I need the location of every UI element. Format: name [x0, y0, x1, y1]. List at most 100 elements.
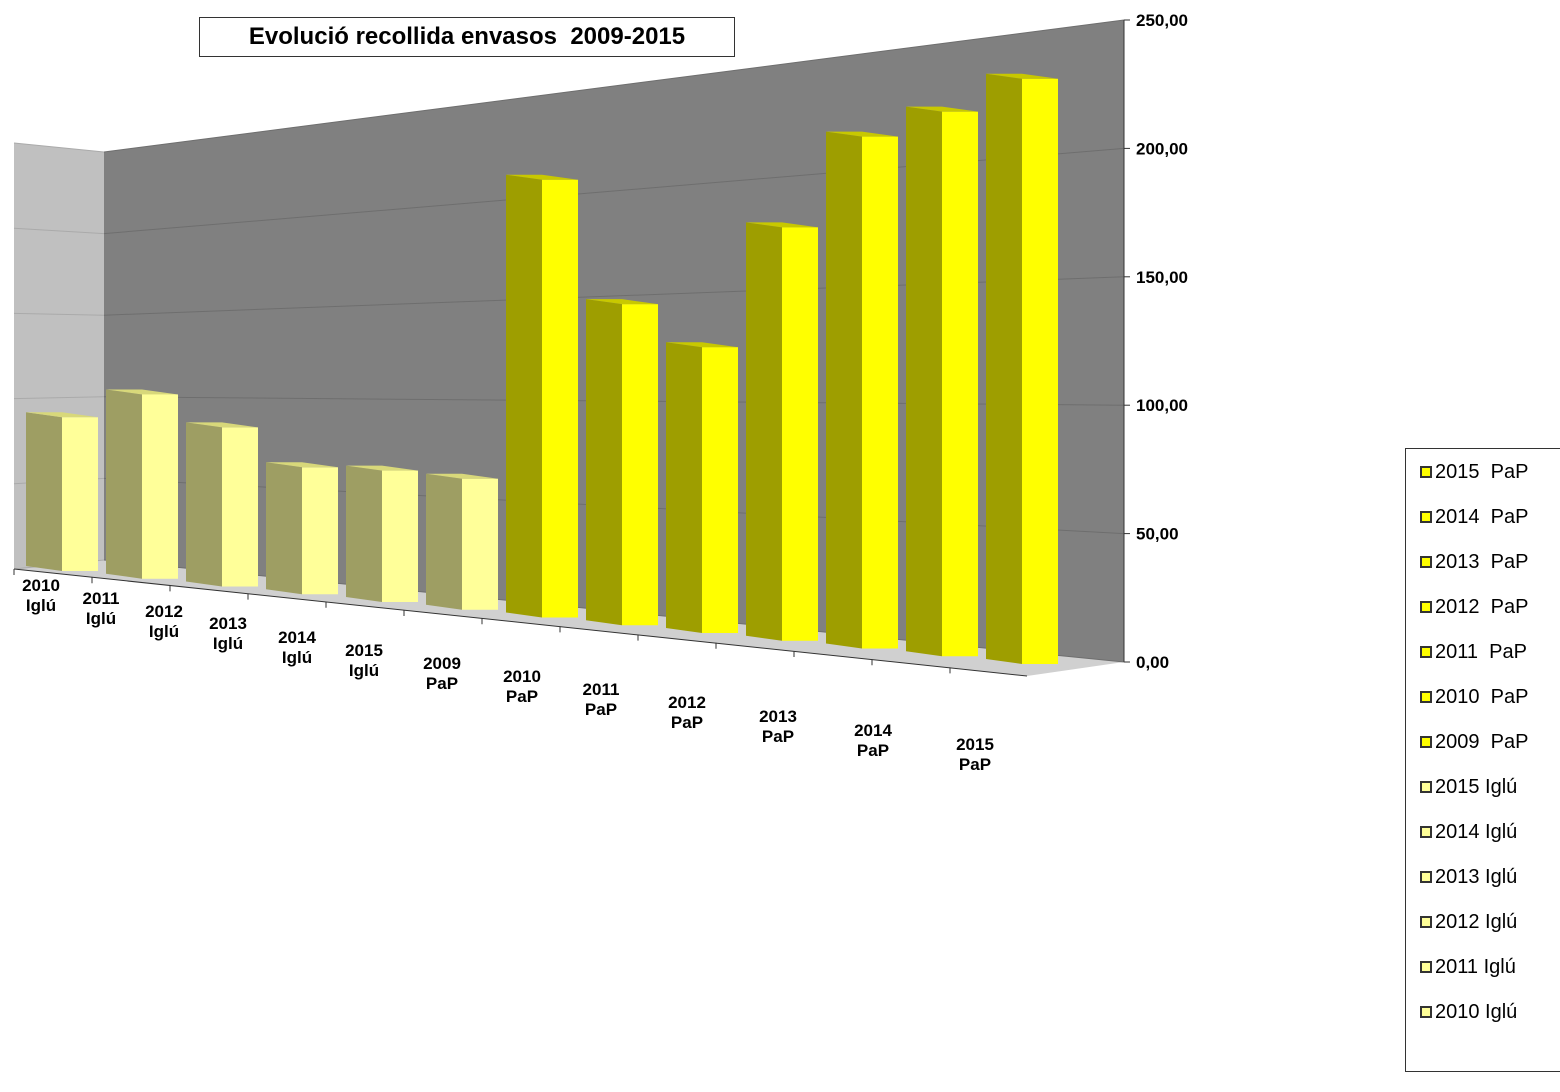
bar-top [666, 342, 738, 348]
side-gridline [13, 312, 105, 316]
legend-swatch [1420, 826, 1432, 838]
x-tick-label: PaP [959, 755, 991, 774]
legend-item: 2014 Iglú [1420, 819, 1517, 845]
x-tick-label: Iglú [282, 648, 312, 667]
chart-title: Evolució recollida envasos 2009-2015 [199, 17, 735, 57]
legend-swatch [1420, 871, 1432, 883]
bar-side [26, 412, 62, 571]
legend-item: 2014 PaP [1420, 504, 1528, 530]
x-tick-label: Iglú [86, 609, 116, 628]
legend-swatch [1420, 781, 1432, 793]
y-tick-label: 0,00 [1136, 653, 1169, 672]
bar-top [266, 462, 338, 468]
bar-top [746, 222, 818, 228]
bar [542, 179, 578, 618]
x-tick-label: 2011 [83, 589, 120, 608]
bar [622, 304, 658, 626]
x-tick-label: Iglú [349, 661, 379, 680]
bar-side [186, 422, 222, 587]
legend-item: 2011 Iglú [1420, 954, 1516, 980]
x-tick-label: PaP [762, 727, 794, 746]
bar-top [426, 473, 498, 479]
bar-side [906, 106, 942, 657]
legend-label: 2012 PaP [1435, 595, 1529, 618]
bar-top [826, 131, 898, 137]
bar [1022, 78, 1058, 665]
side-gridline [13, 396, 105, 400]
x-tick-label: Iglú [213, 634, 243, 653]
x-tick-label: 2012 [145, 602, 183, 621]
y-tick-label: 150,00 [1136, 268, 1188, 287]
legend-item: 2010 PaP [1420, 684, 1528, 710]
side-gridline [13, 142, 105, 153]
y-tick-label: 50,00 [1136, 525, 1179, 544]
bar-top [26, 412, 98, 418]
bar-side [586, 299, 622, 626]
legend-item: 2011 PaP [1420, 639, 1527, 665]
legend-label: 2013 PaP [1435, 550, 1529, 573]
legend-swatch [1420, 646, 1432, 658]
chart-legend: 2015 PaP 2014 PaP 2013 PaP 2012 PaP 2011 PaP… [1405, 448, 1560, 1072]
bar-top [586, 299, 658, 305]
bar-side [346, 465, 382, 602]
bar [142, 394, 178, 579]
legend-swatch [1420, 691, 1432, 703]
legend-item: 2012 PaP [1420, 594, 1528, 620]
legend-label: 2014 PaP [1435, 505, 1529, 528]
x-axis-line [13, 568, 1028, 677]
bar-top [986, 73, 1058, 79]
x-tick-label: PaP [857, 741, 889, 760]
bar [302, 467, 338, 595]
bar [62, 417, 98, 571]
x-tick-label: 2009 [423, 654, 461, 673]
legend-label: 2014 Iglú [1435, 820, 1518, 843]
bar [862, 136, 898, 649]
x-tick-label: 2012 [668, 693, 706, 712]
legend-swatch [1420, 916, 1432, 928]
bar-top [346, 465, 418, 471]
legend-item: 2012 Iglú [1420, 909, 1517, 935]
x-tick-label: Iglú [26, 596, 56, 615]
bar-side [106, 389, 142, 579]
legend-label: 2015 Iglú [1435, 775, 1518, 798]
legend-swatch [1420, 601, 1432, 613]
legend-label: 2015 PaP [1435, 460, 1529, 483]
bar-top [506, 174, 578, 180]
bar-top [106, 389, 178, 395]
x-tick-label: PaP [426, 674, 458, 693]
legend-swatch [1420, 736, 1432, 748]
bar-side [666, 342, 702, 633]
legend-swatch [1420, 511, 1432, 523]
legend-label: 2013 Iglú [1435, 865, 1518, 888]
bar-side [266, 462, 302, 595]
legend-item: 2009 PaP [1420, 729, 1528, 755]
bar [702, 347, 738, 633]
y-tick-label: 200,00 [1136, 139, 1188, 158]
bar-side [506, 174, 542, 618]
x-tick-label: 2013 [759, 707, 797, 726]
bar-side [986, 73, 1022, 665]
y-tick-label: 250,00 [1136, 11, 1188, 30]
x-tick-label: PaP [671, 713, 703, 732]
x-tick-label: PaP [585, 700, 617, 719]
legend-label: 2010 Iglú [1435, 1000, 1518, 1023]
bar [382, 470, 418, 602]
legend-swatch [1420, 466, 1432, 478]
y-tick-label: 100,00 [1136, 396, 1188, 415]
legend-label: 2011 Iglú [1435, 955, 1516, 978]
x-tick-label: 2015 [345, 641, 383, 660]
bar [462, 478, 498, 610]
legend-label: 2010 PaP [1435, 685, 1529, 708]
gridline [103, 19, 1125, 153]
legend-item: 2015 Iglú [1420, 774, 1517, 800]
legend-swatch [1420, 1006, 1432, 1018]
bar-top [906, 106, 978, 112]
bar-side [426, 473, 462, 610]
bar [782, 227, 818, 641]
legend-label: 2012 Iglú [1435, 910, 1518, 933]
x-tick-label: 2014 [854, 721, 892, 740]
x-tick-label: 2014 [278, 628, 316, 647]
legend-swatch [1420, 961, 1432, 973]
